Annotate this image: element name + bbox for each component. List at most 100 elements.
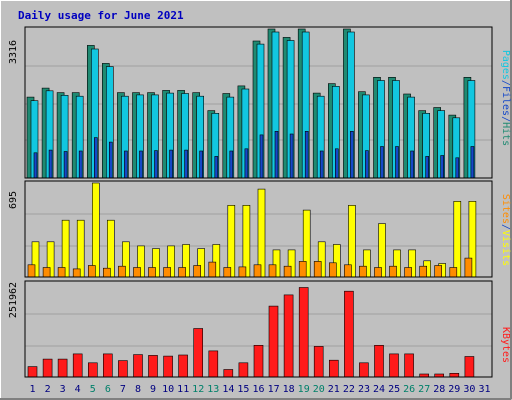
bar-sites-day-1 bbox=[27, 264, 36, 278]
bar-sites-day-23 bbox=[359, 265, 367, 278]
bar-sites-day-11 bbox=[178, 267, 186, 278]
bar-pages-day-1 bbox=[33, 152, 38, 179]
x-tick-day-12: 12 bbox=[192, 384, 204, 395]
x-tick-day-4: 4 bbox=[75, 384, 81, 395]
bar-pages-day-12 bbox=[199, 150, 203, 179]
bar-visits-day-16 bbox=[257, 188, 266, 278]
panel-1: 3316 Pages/Files/Hits bbox=[8, 26, 511, 179]
bar-sites-day-12 bbox=[193, 265, 201, 278]
legend-item-4: / bbox=[500, 116, 511, 122]
x-tick-day-10: 10 bbox=[162, 384, 174, 395]
bar-sites-day-25 bbox=[389, 265, 397, 278]
bar-pages-day-15 bbox=[244, 148, 249, 179]
bar-pages-day-5 bbox=[94, 137, 98, 179]
bar-kbytes-day-10 bbox=[163, 355, 173, 378]
bar-kbytes-day-5 bbox=[88, 362, 98, 378]
bar-pages-day-20 bbox=[319, 150, 324, 179]
bar-sites-day-22 bbox=[344, 264, 352, 278]
bar-kbytes-day-6 bbox=[103, 353, 113, 378]
bar-sites-day-14 bbox=[223, 267, 232, 278]
bar-pages-day-23 bbox=[365, 150, 369, 179]
bar-sites-day-8 bbox=[133, 267, 141, 278]
bar-sites-day-21 bbox=[328, 262, 337, 278]
x-tick-day-31: 31 bbox=[478, 384, 490, 395]
bar-sites-day-29 bbox=[449, 267, 458, 278]
bar-sites-day-15 bbox=[238, 266, 247, 278]
bar-sites-day-6 bbox=[103, 267, 111, 278]
legend-item-1: Sites bbox=[500, 194, 511, 224]
bar-sites-day-20 bbox=[313, 261, 322, 278]
panel-legend: Sites/Visits bbox=[500, 194, 511, 266]
bar-kbytes-day-7 bbox=[118, 360, 128, 378]
bar-kbytes-day-8 bbox=[133, 354, 143, 378]
bar-kbytes-day-19 bbox=[298, 287, 309, 378]
x-tick-day-8: 8 bbox=[135, 384, 141, 395]
bar-pages-day-27 bbox=[425, 156, 430, 179]
bar-kbytes-day-16 bbox=[253, 344, 264, 378]
bar-sites-day-10 bbox=[163, 267, 171, 278]
bar-sites-day-24 bbox=[374, 267, 382, 278]
x-tick-day-25: 25 bbox=[388, 384, 400, 395]
bar-sites-day-27 bbox=[419, 265, 428, 278]
bar-pages-day-10 bbox=[169, 149, 173, 179]
bar-pages-day-26 bbox=[410, 150, 414, 179]
x-tick-day-15: 15 bbox=[237, 384, 249, 395]
bar-sites-day-4 bbox=[72, 268, 81, 278]
bar-sites-day-9 bbox=[148, 267, 156, 278]
x-tick-day-24: 24 bbox=[373, 384, 385, 395]
panel-legend: KBytes bbox=[500, 327, 511, 363]
bar-pages-day-7 bbox=[124, 150, 128, 179]
bar-sites-day-16 bbox=[253, 264, 262, 278]
panel-border bbox=[24, 280, 493, 378]
x-tick-day-20: 20 bbox=[313, 384, 325, 395]
bar-pages-day-22 bbox=[350, 131, 354, 179]
x-tick-day-18: 18 bbox=[283, 384, 295, 395]
x-tick-day-30: 30 bbox=[463, 384, 475, 395]
bar-kbytes-day-9 bbox=[148, 355, 158, 378]
x-tick-day-7: 7 bbox=[120, 384, 126, 395]
x-tick-day-29: 29 bbox=[448, 384, 460, 395]
legend-item-3: Visits bbox=[500, 230, 511, 266]
x-tick-day-1: 1 bbox=[29, 384, 35, 395]
x-tick-day-23: 23 bbox=[358, 384, 370, 395]
x-tick-day-5: 5 bbox=[90, 384, 96, 395]
bar-pages-day-4 bbox=[78, 150, 83, 179]
legend-item-1: KBytes bbox=[500, 327, 511, 363]
bar-kbytes-day-3 bbox=[57, 358, 68, 378]
bar-kbytes-day-12 bbox=[193, 328, 203, 378]
x-tick-day-21: 21 bbox=[328, 384, 340, 395]
bar-kbytes-day-15 bbox=[238, 362, 249, 378]
bar-sites-day-19 bbox=[298, 261, 307, 278]
bar-pages-day-24 bbox=[380, 146, 384, 179]
bar-kbytes-day-29 bbox=[449, 372, 460, 378]
legend-item-3: Files bbox=[500, 86, 511, 116]
legend-item-1: Pages bbox=[500, 50, 511, 80]
bar-pages-day-16 bbox=[259, 134, 264, 179]
x-tick-day-27: 27 bbox=[418, 384, 430, 395]
bar-pages-day-8 bbox=[139, 150, 143, 179]
bar-visits-day-5 bbox=[92, 182, 100, 278]
bar-pages-day-30 bbox=[470, 146, 475, 179]
bar-pages-day-18 bbox=[289, 133, 294, 179]
x-tick-day-11: 11 bbox=[177, 384, 189, 395]
bar-sites-day-3 bbox=[57, 267, 66, 278]
bar-pages-day-17 bbox=[274, 131, 279, 179]
x-tick-day-19: 19 bbox=[298, 384, 310, 395]
bar-pages-day-13 bbox=[214, 156, 219, 179]
legend-item-2: / bbox=[500, 224, 511, 230]
panel-3: 251962 KBytes bbox=[8, 280, 511, 378]
bar-kbytes-day-14 bbox=[223, 369, 234, 378]
bar-kbytes-day-23 bbox=[359, 362, 369, 378]
x-tick-day-13: 13 bbox=[207, 384, 219, 395]
bar-pages-day-21 bbox=[334, 148, 339, 179]
bar-sites-day-7 bbox=[118, 265, 126, 278]
bar-pages-day-29 bbox=[455, 157, 460, 179]
bar-sites-day-28 bbox=[434, 265, 443, 278]
bar-kbytes-day-20 bbox=[313, 346, 324, 378]
x-axis: 1 2 3 4 5 6 7 8 9 10 11 12 13 14 15 16 17 18 19 20 21 22 23 24 2… bbox=[29, 384, 490, 395]
panel-legend: Pages/Files/Hits bbox=[500, 50, 511, 146]
bar-kbytes-day-13 bbox=[208, 350, 219, 378]
bar-kbytes-day-25 bbox=[389, 353, 399, 378]
x-tick-day-16: 16 bbox=[252, 384, 264, 395]
